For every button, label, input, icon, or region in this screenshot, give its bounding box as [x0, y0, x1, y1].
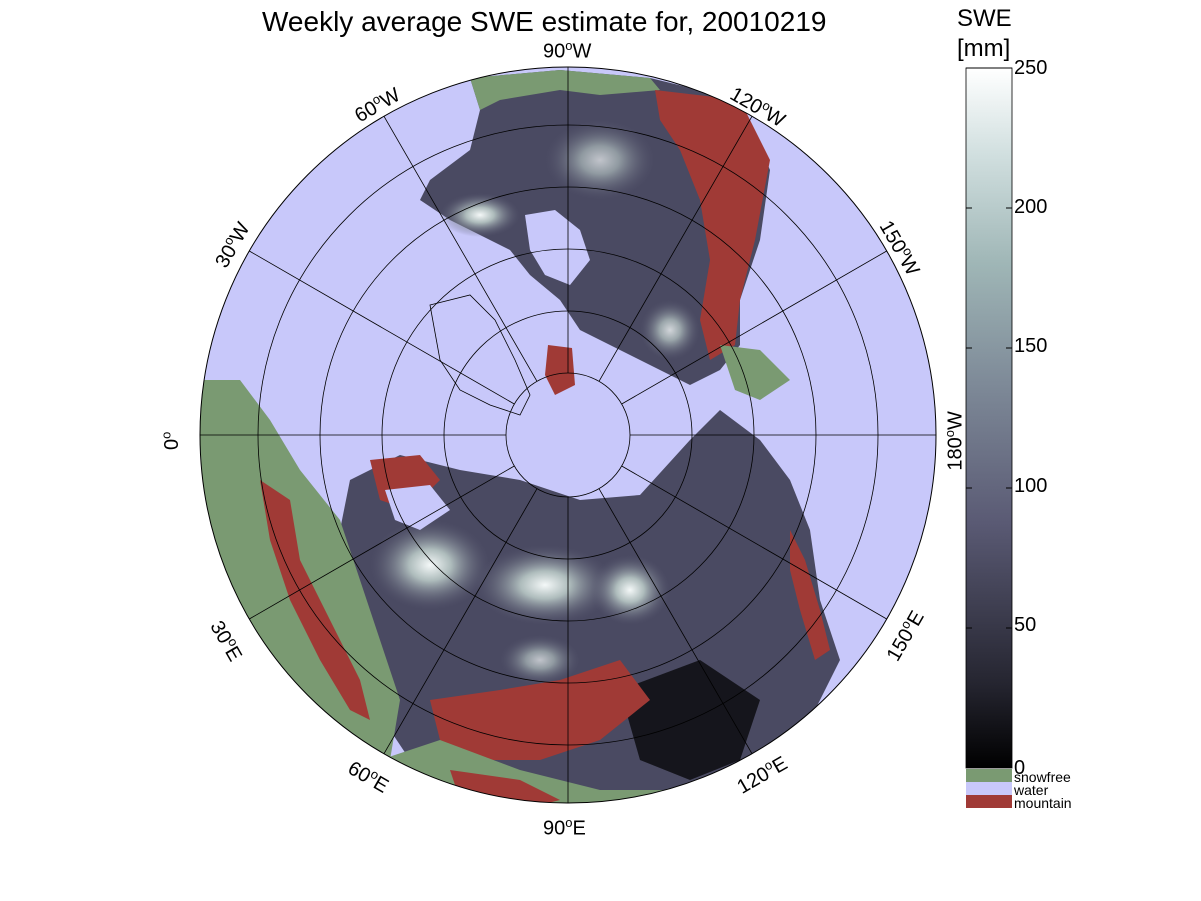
- meridian-line: [598, 116, 753, 382]
- meridian-line: [621, 465, 887, 620]
- colorbar-tick-100: 100: [1014, 475, 1048, 497]
- eurasia-mountains: [430, 660, 650, 760]
- colorbar-title-line2: [mm]: [957, 35, 1011, 62]
- colorbar-tick-0: 0: [1014, 757, 1026, 779]
- colorbar-tick-50: 50: [1014, 614, 1037, 636]
- kamchatka-mountains: [790, 530, 830, 660]
- graticule: [200, 67, 936, 803]
- baltic-sea: [385, 485, 450, 530]
- colorbar-title: SWE [mm]: [957, 4, 1012, 64]
- colorbar-title-line1: SWE: [957, 5, 1012, 32]
- na-snowfree: [470, 70, 660, 110]
- lon-label-90w: 90oW: [543, 38, 592, 63]
- lon-label-90e: 90oE: [543, 815, 586, 840]
- lon-label-0: 0o: [158, 431, 184, 451]
- land-masses: [200, 70, 840, 803]
- europe-mountains: [260, 480, 370, 720]
- greenland: [429, 294, 531, 416]
- meridian-line: [621, 250, 887, 405]
- colorbar-water-swatch: [966, 782, 1012, 795]
- colorbar-tick-150: 150: [1014, 335, 1048, 357]
- colorbar: [965, 67, 1013, 808]
- greenland-mountain: [545, 345, 575, 395]
- meridian-line: [383, 488, 538, 754]
- lon-label-180w: 180oW: [941, 411, 967, 471]
- colorbar-mountain-swatch: [966, 795, 1012, 808]
- legend-mountain-label: mountain: [1014, 795, 1072, 811]
- colorbar-snowfree-swatch: [966, 769, 1012, 782]
- colorbar-tick-200: 200: [1014, 196, 1048, 218]
- colorbar-tick-250: 250: [1014, 57, 1048, 79]
- colorbar-gradient: [965, 67, 1013, 769]
- meridian-line: [249, 250, 515, 405]
- legend-water-label: water: [1014, 782, 1049, 798]
- map-title: Weekly average SWE estimate for, 2001021…: [262, 6, 827, 37]
- meridian-line: [598, 488, 753, 754]
- na-mountains: [655, 90, 770, 360]
- meridian-line: [383, 116, 538, 382]
- legend-snowfree-label: snowfree: [1014, 769, 1071, 785]
- hudson-bay: [525, 210, 590, 285]
- meridian-line: [249, 465, 515, 620]
